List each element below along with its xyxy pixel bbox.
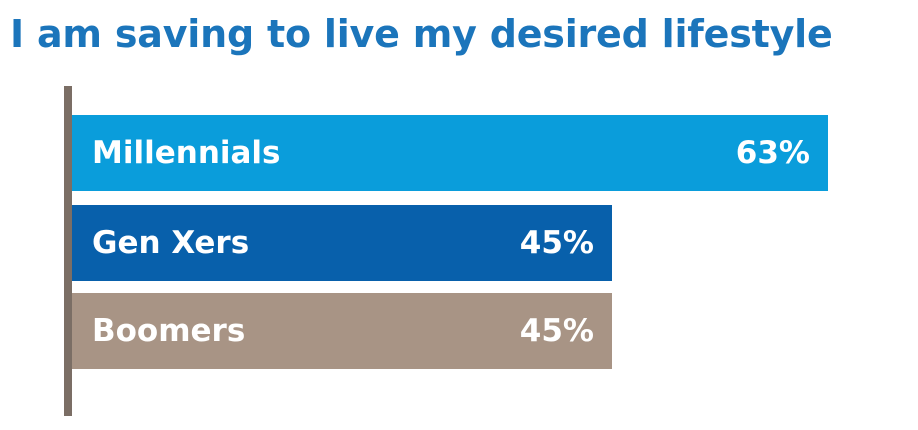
bar-value-gen-xers: 45%	[519, 225, 594, 261]
bar-boomers: Boomers 45%	[72, 293, 612, 369]
category-axis-line	[64, 86, 72, 416]
bar-value-boomers: 45%	[519, 313, 594, 349]
bar-label-millennials: Millennials	[92, 135, 281, 171]
bar-gen-xers: Gen Xers 45%	[72, 205, 612, 281]
bar-label-boomers: Boomers	[92, 313, 246, 349]
bar-label-gen-xers: Gen Xers	[92, 225, 250, 261]
bar-value-millennials: 63%	[735, 135, 810, 171]
chart-title: I am saving to live my desired lifestyle	[10, 12, 833, 56]
bar-millennials: Millennials 63%	[72, 115, 828, 191]
